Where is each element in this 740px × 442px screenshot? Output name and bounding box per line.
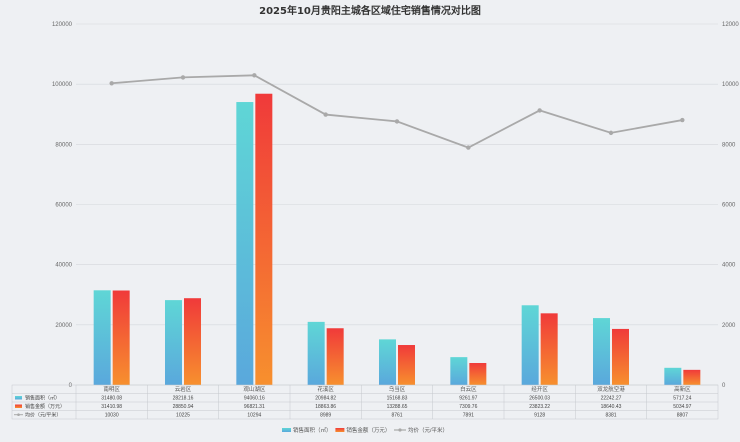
table-value: 31410.98 [101, 404, 122, 410]
price-series-line [111, 74, 683, 149]
left-tick-label: 80000 [55, 142, 72, 148]
table-value: 8381 [605, 413, 616, 419]
bar-area [593, 318, 610, 385]
price-point [323, 112, 328, 117]
bar-area [521, 305, 539, 385]
table-value: 9261.97 [459, 396, 477, 402]
bar-area [307, 321, 325, 385]
category-label: 高新区 [674, 385, 691, 393]
bar-amount [326, 328, 344, 385]
table-value: 5034.97 [673, 404, 691, 410]
price-point [466, 145, 471, 150]
category-label: 经开区 [531, 385, 548, 393]
table-value: 5717.24 [673, 396, 691, 402]
table-legend-swatch [15, 396, 22, 400]
legend-label: 销售金额（万元） [346, 426, 390, 434]
table-legend-swatch [15, 404, 22, 408]
table-value: 96821.31 [244, 404, 265, 410]
category-label: 花溪区 [317, 385, 334, 393]
category-label: 乌当区 [389, 385, 406, 393]
legend-swatch [282, 428, 291, 432]
category-label: 南明区 [103, 385, 120, 393]
table-series-name: 销售面积（㎡） [25, 395, 60, 402]
table-value: 9128 [534, 413, 545, 419]
legend-label: 均价（元/平米） [408, 426, 448, 434]
table-value: 31480.08 [101, 396, 122, 402]
bar-amount [683, 369, 701, 385]
bars [93, 93, 701, 386]
table-value: 28850.94 [173, 404, 194, 410]
table-value: 10294 [247, 413, 261, 419]
bar-amount [540, 313, 558, 385]
price-point [109, 81, 114, 86]
category-label: 双龙航空港 [597, 385, 625, 393]
right-tick-label: 8000 [722, 142, 736, 148]
table-series-name: 均价（元/平米） [25, 412, 61, 419]
table-value: 22242.27 [601, 396, 622, 402]
left-tick-label: 120000 [52, 22, 73, 28]
bar-amount [184, 298, 201, 385]
price-point [680, 117, 685, 123]
table-value: 7891 [463, 413, 474, 419]
table-series-name: 销售金额（万元） [25, 403, 65, 410]
left-tick-label: 20000 [55, 323, 72, 329]
table-value: 15168.83 [387, 396, 408, 402]
bar-area [450, 357, 468, 385]
right-tick-label: 10000 [722, 82, 739, 88]
bar-amount [398, 345, 415, 385]
table-value: 18640.43 [601, 404, 622, 410]
legend-label: 销售面积（㎡） [293, 426, 332, 434]
right-tick-label: 2000 [722, 323, 736, 329]
table-value: 10225 [176, 413, 190, 419]
legend-marker [398, 428, 402, 432]
table-legend-marker [17, 413, 20, 417]
category-label: 云岩区 [175, 385, 192, 393]
price-line [109, 73, 685, 150]
left-axis-ticks: 0 20000 40000 60000 80000 100000 120000 [52, 22, 73, 389]
right-tick-label: 12000 [722, 22, 739, 28]
table-value: 8989 [320, 413, 331, 419]
price-point [180, 75, 186, 80]
bar-amount [255, 93, 273, 386]
price-point [252, 73, 257, 78]
left-tick-label: 0 [69, 383, 73, 389]
right-axis-ticks: 0 2000 4000 6000 8000 10000 12000 [722, 22, 739, 389]
bar-amount [469, 363, 487, 385]
table-value: 20984.82 [315, 396, 336, 402]
table-value: 10030 [105, 413, 119, 419]
left-tick-label: 40000 [55, 263, 72, 269]
table-value: 94060.16 [244, 396, 265, 402]
bar-area [379, 339, 396, 385]
left-tick-label: 60000 [55, 203, 72, 209]
price-point [394, 119, 400, 124]
table-value: 23823.22 [529, 404, 550, 410]
table-value: 26500.03 [529, 396, 550, 402]
category-label: 白云区 [460, 385, 477, 393]
price-point [537, 108, 542, 113]
legend-swatch [335, 428, 345, 432]
category-label: 观山湖区 [243, 385, 266, 393]
bar-area [664, 367, 682, 385]
bar-area [165, 300, 182, 385]
bar-area [236, 102, 254, 386]
bar-area [93, 290, 111, 385]
table-value: 13288.65 [387, 404, 408, 410]
chart-title: 2025年10月贵阳主城各区域住宅销售情况对比图 [259, 4, 481, 17]
right-tick-label: 4000 [722, 263, 736, 269]
legend: 销售面积（㎡） 销售金额（万元） 均价（元/平米） [282, 426, 448, 434]
grid-lines [76, 23, 718, 386]
table-value: 28218.16 [173, 396, 194, 402]
table-value: 18863.86 [315, 404, 336, 410]
bar-amount [112, 290, 130, 385]
table-value: 8807 [677, 413, 688, 419]
right-tick-label: 6000 [722, 203, 736, 209]
table-value: 8761 [391, 413, 402, 419]
left-tick-label: 100000 [52, 82, 73, 88]
bar-amount [612, 328, 629, 385]
table-value: 7309.76 [459, 404, 477, 410]
right-tick-label: 0 [722, 383, 726, 389]
price-point [608, 130, 614, 136]
